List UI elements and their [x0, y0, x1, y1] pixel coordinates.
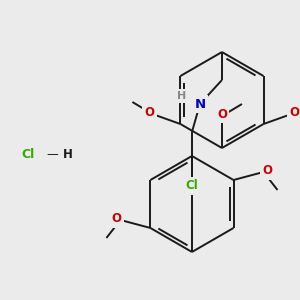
Text: Cl: Cl — [186, 179, 198, 193]
Text: Cl: Cl — [21, 148, 34, 161]
Text: H: H — [63, 148, 73, 161]
Text: O: O — [217, 107, 227, 121]
Text: O: O — [290, 106, 299, 118]
Text: —: — — [46, 148, 58, 161]
Text: O: O — [144, 106, 154, 118]
Text: O: O — [262, 164, 272, 178]
Text: H: H — [177, 91, 187, 101]
Text: O: O — [111, 212, 122, 226]
Text: N: N — [194, 98, 206, 110]
